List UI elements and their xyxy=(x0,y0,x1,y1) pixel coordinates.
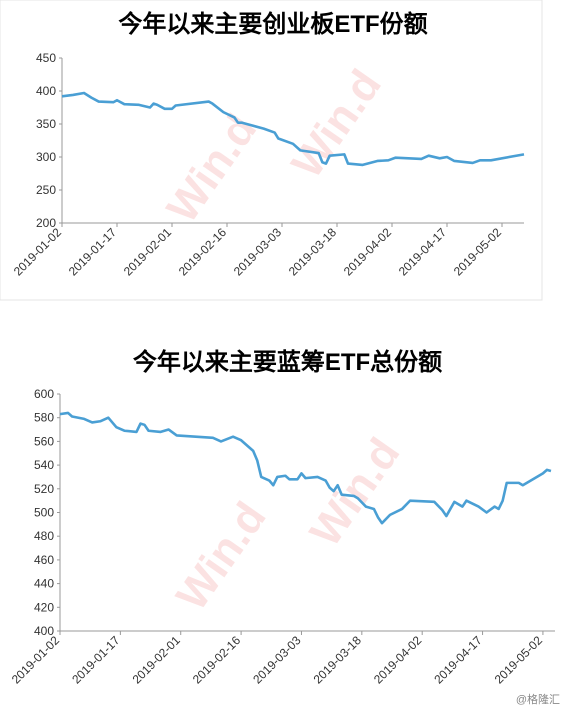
y-tick-label: 300 xyxy=(36,150,56,164)
y-tick-label: 460 xyxy=(34,553,54,567)
y-tick-label: 420 xyxy=(34,600,54,614)
line xyxy=(59,411,552,525)
line xyxy=(61,91,525,167)
y-tick-label: 200 xyxy=(36,216,56,230)
chart-title: 今年以来主要蓝筹ETF总份额 xyxy=(133,348,442,376)
y-tick-label: 560 xyxy=(34,434,54,448)
footer: @格隆汇 xyxy=(516,692,560,706)
y-tick-label: 540 xyxy=(34,458,54,472)
y-tick-label: 400 xyxy=(36,84,56,98)
y-tick-label: 520 xyxy=(34,482,54,496)
y-tick-label: 350 xyxy=(36,117,56,131)
y-tick-label: 480 xyxy=(34,529,54,543)
y-tick-label: 440 xyxy=(34,577,54,591)
panel xyxy=(0,335,578,715)
chart-title: 今年以来主要创业板ETF份额 xyxy=(118,10,427,38)
y-tick-label: 450 xyxy=(36,51,56,65)
y-tick-label: 250 xyxy=(36,183,56,197)
panel xyxy=(0,0,543,301)
y-tick-label: 400 xyxy=(34,624,54,638)
y-tick-label: 500 xyxy=(34,506,54,520)
y-tick-label: 600 xyxy=(34,387,54,401)
y-tick-label: 580 xyxy=(34,411,54,425)
